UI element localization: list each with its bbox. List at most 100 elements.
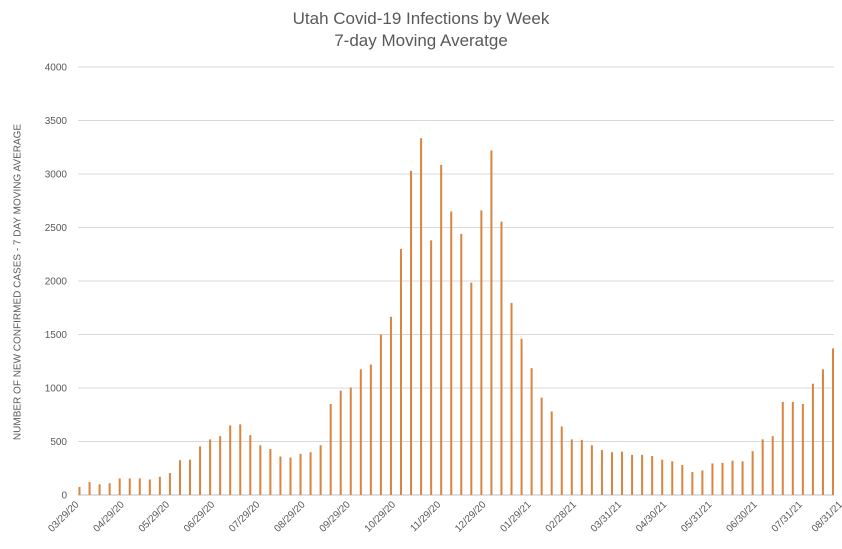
bar bbox=[761, 439, 764, 495]
bar bbox=[389, 316, 392, 495]
bar bbox=[560, 426, 563, 495]
bar bbox=[399, 248, 402, 495]
bar bbox=[751, 451, 754, 495]
x-tick-label: 05/31/21 bbox=[679, 499, 715, 535]
bar bbox=[440, 164, 443, 495]
bar bbox=[681, 465, 684, 495]
y-tick-label: 1500 bbox=[45, 330, 68, 341]
bar bbox=[410, 170, 413, 496]
bar bbox=[168, 473, 171, 495]
bar bbox=[118, 478, 121, 495]
bar bbox=[369, 364, 372, 495]
x-tick-label: 05/29/20 bbox=[137, 499, 173, 535]
bar bbox=[279, 456, 282, 495]
bar bbox=[219, 436, 222, 495]
bar bbox=[781, 401, 784, 495]
bar bbox=[148, 479, 151, 495]
x-tick-labels: 03/29/20 04/29/20 05/29/20 06/29/20 07/29/20… bbox=[46, 499, 842, 535]
bar bbox=[128, 478, 131, 495]
bar bbox=[239, 424, 242, 495]
bar bbox=[460, 233, 463, 496]
bar bbox=[590, 445, 593, 495]
bar bbox=[811, 383, 814, 495]
y-tick-label: 0 bbox=[61, 491, 67, 502]
x-tick-label: 11/29/20 bbox=[409, 499, 444, 534]
bar bbox=[500, 221, 503, 495]
chart-title: Utah Covid-19 Infections by Week bbox=[292, 9, 550, 28]
bar bbox=[711, 463, 714, 495]
bar bbox=[631, 454, 634, 496]
bar bbox=[259, 445, 262, 495]
bar bbox=[108, 483, 111, 495]
bar bbox=[379, 334, 382, 495]
bar bbox=[229, 425, 232, 495]
bar bbox=[641, 454, 644, 496]
bar bbox=[701, 470, 704, 495]
bar bbox=[821, 369, 824, 495]
y-tick-label: 4000 bbox=[45, 63, 68, 74]
bar bbox=[721, 462, 724, 495]
x-tick-label: 01/29/21 bbox=[498, 499, 534, 535]
chart-title-block: Utah Covid-19 Infections by Week 7-day M… bbox=[0, 8, 842, 52]
bar bbox=[339, 390, 342, 495]
y-tick-label: 1000 bbox=[45, 384, 68, 395]
y-tick-label: 500 bbox=[50, 437, 67, 448]
y-tick-label: 2000 bbox=[45, 277, 68, 288]
x-tick-label: 04/30/21 bbox=[634, 499, 670, 535]
bar bbox=[580, 439, 583, 495]
bar bbox=[309, 452, 312, 495]
x-tick-label: 09/29/20 bbox=[318, 499, 354, 535]
bar bbox=[158, 476, 161, 495]
bar bbox=[741, 461, 744, 495]
bar bbox=[731, 460, 734, 495]
bar bbox=[610, 452, 613, 495]
bar bbox=[450, 211, 453, 495]
x-tick-label: 10/29/20 bbox=[363, 499, 399, 535]
chart-subtitle: 7-day Moving Averatge bbox=[334, 31, 508, 50]
x-tick-label: 12/29/20 bbox=[453, 499, 489, 535]
x-tick-label: 07/31/21 bbox=[770, 499, 806, 535]
x-tick-label: 08/29/20 bbox=[272, 499, 308, 535]
bars bbox=[78, 138, 834, 496]
bar bbox=[189, 459, 192, 495]
x-tick-label: 03/31/21 bbox=[589, 499, 625, 535]
x-tick-label: 03/29/20 bbox=[46, 499, 82, 535]
bar bbox=[520, 338, 523, 495]
bar bbox=[249, 435, 252, 495]
bar bbox=[832, 348, 834, 495]
bar bbox=[570, 439, 573, 495]
bar bbox=[621, 451, 624, 495]
bar bbox=[791, 401, 794, 495]
bar bbox=[420, 138, 423, 495]
bar bbox=[299, 453, 302, 495]
x-tick-label: 08/31/21 bbox=[810, 499, 842, 535]
bar bbox=[651, 455, 654, 495]
bar bbox=[801, 404, 804, 495]
bar bbox=[691, 472, 694, 495]
bar bbox=[470, 282, 473, 495]
bar bbox=[289, 457, 292, 495]
gridlines bbox=[78, 66, 834, 496]
bar bbox=[540, 397, 543, 495]
bar bbox=[98, 484, 101, 495]
bar bbox=[510, 302, 513, 495]
bar bbox=[88, 482, 91, 495]
y-tick-labels: 0 500 1000 1500 2000 2500 3000 3500 4000 bbox=[45, 63, 68, 502]
bar bbox=[269, 448, 272, 495]
bar bbox=[550, 411, 553, 495]
x-tick-label: 06/30/21 bbox=[724, 499, 760, 535]
bar bbox=[138, 478, 141, 495]
bar bbox=[661, 459, 664, 495]
bar bbox=[671, 461, 674, 495]
x-tick-label: 02/28/21 bbox=[544, 499, 580, 535]
y-tick-label: 3500 bbox=[45, 116, 68, 127]
bar bbox=[771, 436, 774, 495]
y-tick-label: 3000 bbox=[45, 170, 68, 181]
bar bbox=[209, 439, 212, 495]
bar bbox=[319, 445, 322, 495]
y-tick-label: 2500 bbox=[45, 223, 68, 234]
x-tick-label: 04/29/20 bbox=[92, 499, 128, 535]
bar bbox=[490, 150, 493, 495]
x-tick-label: 06/29/20 bbox=[182, 499, 218, 535]
bar bbox=[199, 446, 202, 495]
